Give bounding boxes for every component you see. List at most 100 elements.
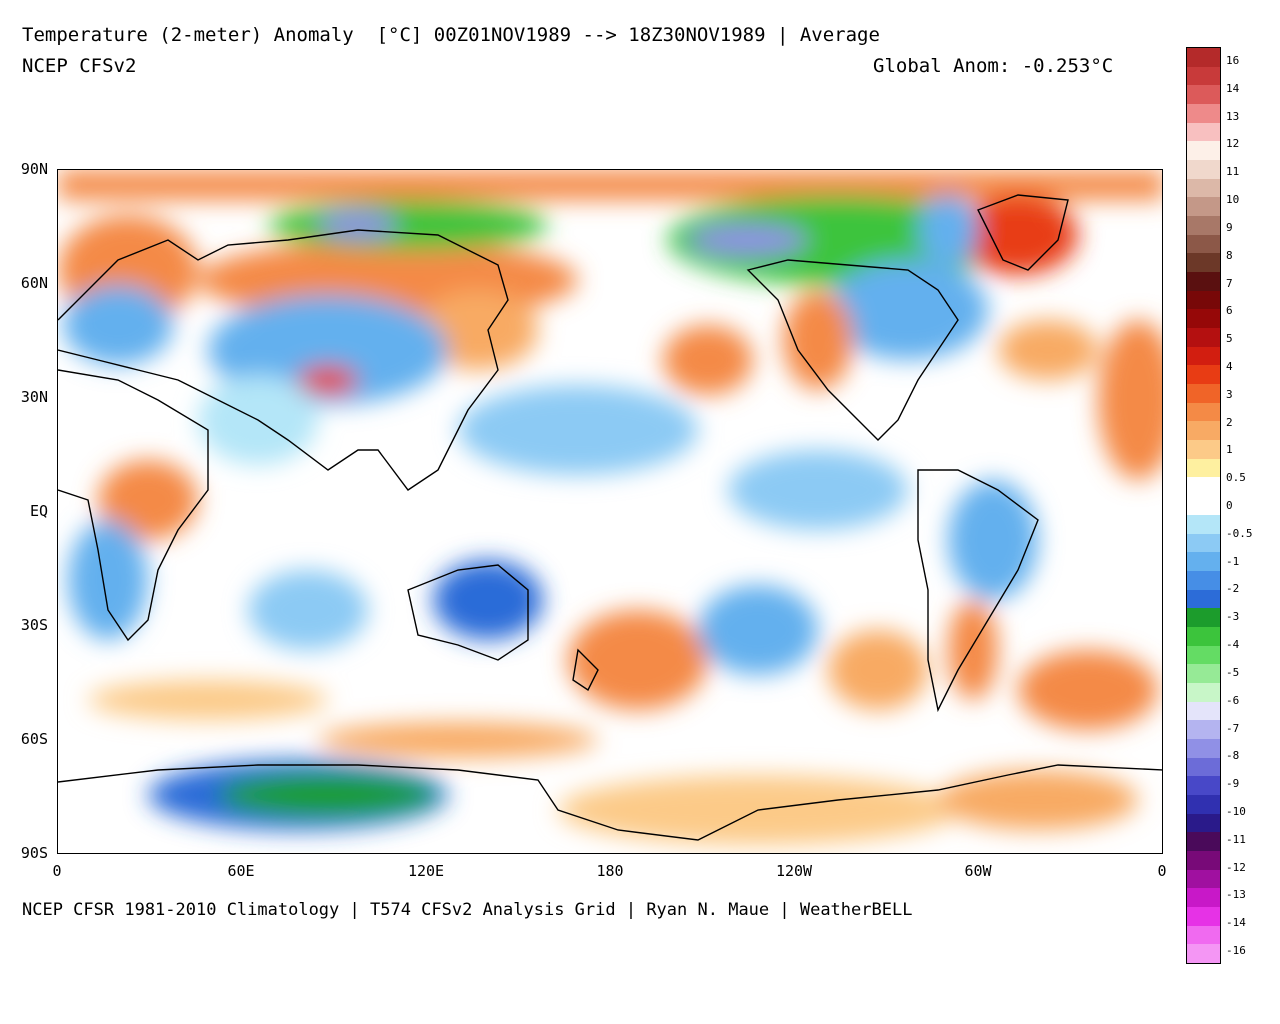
colorbar-band [1187, 402, 1220, 422]
south-pacific-cool-anomaly [698, 585, 818, 675]
colorbar-label: 7 [1226, 276, 1233, 290]
colorbar-band [1187, 720, 1220, 740]
colorbar-label: 5 [1226, 332, 1233, 346]
lon-label-180: 180 [596, 862, 624, 880]
colorbar-label: -11 [1226, 832, 1246, 846]
south-pacific-warm-anomaly [568, 610, 708, 710]
colorbar-band [1187, 440, 1220, 460]
colorbar-label: -12 [1226, 860, 1246, 874]
colorbar-band [1187, 178, 1220, 198]
colorbar-label: -10 [1226, 804, 1246, 818]
colorbar-label: 9 [1226, 220, 1233, 234]
colorbar-band [1187, 234, 1220, 254]
colorbar-label: -4 [1226, 638, 1240, 652]
colorbar-label: 1 [1226, 443, 1233, 457]
colorbar-label: -0.5 [1226, 526, 1253, 540]
colorbar-band [1187, 664, 1220, 684]
lon-label-0: 0 [52, 862, 62, 880]
colorbar-band [1187, 66, 1220, 86]
colorbar-band [1187, 682, 1220, 703]
colorbar-band [1187, 645, 1220, 665]
new-zealand-coastline [572, 648, 599, 692]
colorbar-band [1187, 346, 1220, 366]
colorbar-band [1187, 197, 1220, 217]
lat-label-eq: EQ [29, 502, 48, 520]
colorbar-band [1187, 738, 1220, 759]
colorbar [1186, 47, 1221, 964]
alaska-very-cold-anomaly [688, 224, 808, 256]
colorbar-band [1187, 458, 1220, 478]
colorbar-band [1187, 253, 1220, 273]
southern-ocean-warm-band [88, 680, 328, 720]
colorbar-label: -8 [1226, 749, 1240, 763]
colorbar-band [1187, 925, 1220, 945]
western-us-warm-anomaly [783, 290, 853, 390]
colorbar-band [1187, 608, 1220, 628]
lat-label-90n: 90N [20, 160, 48, 178]
south-atlantic-warm-anomaly [1018, 650, 1158, 730]
siberia-very-cold-anomaly [318, 211, 398, 239]
colorbar-band [1187, 533, 1220, 553]
colorbar-band [1187, 906, 1220, 927]
lat-label-30s: 30S [20, 616, 48, 634]
colorbar-band [1187, 477, 1220, 497]
colorbar-label: 2 [1226, 415, 1233, 429]
colorbar-label: -13 [1226, 888, 1246, 902]
colorbar-label: -2 [1226, 582, 1240, 596]
colorbar-band [1187, 589, 1220, 609]
west-africa-warm-anomaly [1098, 320, 1162, 480]
western-europe-cool-anomaly [63, 285, 173, 365]
model-name: NCEP CFSv2 [22, 55, 137, 77]
colorbar-band [1187, 757, 1220, 777]
colorbar-band [1187, 552, 1220, 572]
colorbar-band [1187, 122, 1220, 142]
colorbar-band [1187, 794, 1220, 815]
southern-africa-cool-anomaly [68, 520, 148, 640]
greenland-warm-anomaly [958, 195, 1078, 275]
colorbar-label: -5 [1226, 665, 1240, 679]
lat-label-60s: 60S [20, 730, 48, 748]
colorbar-label: -1 [1226, 554, 1240, 568]
global-anomaly-value: Global Anom: -0.253°C [873, 55, 1114, 77]
colorbar-band [1187, 104, 1220, 124]
colorbar-band [1187, 85, 1220, 105]
lat-label-30n: 30N [20, 388, 48, 406]
colorbar-label: 0 [1226, 499, 1233, 512]
colorbar-band [1187, 496, 1220, 516]
colorbar-band [1187, 944, 1220, 964]
colorbar-band [1187, 48, 1220, 68]
colorbar-label: 8 [1226, 248, 1233, 262]
lon-label-120w: 120W [775, 862, 813, 880]
anomaly-map [57, 169, 1163, 854]
coastlines [58, 194, 1162, 841]
colorbar-band [1187, 309, 1220, 329]
north-america-coastline [746, 259, 959, 441]
australia-cool-anomaly [433, 560, 543, 640]
anomaly-map-canvas [58, 170, 1162, 853]
lon-label-60w: 60W [964, 862, 992, 880]
anomaly-field [58, 170, 1162, 845]
baffin-cool-anomaly [918, 195, 978, 265]
colorbar-label: 10 [1226, 193, 1240, 207]
australia-coastline [407, 564, 529, 661]
eurasia-coastline [58, 229, 509, 491]
colorbar-label: 0.5 [1226, 471, 1246, 485]
colorbar-label: 3 [1226, 387, 1233, 401]
colorbar-label: 13 [1226, 109, 1240, 123]
colorbar-label: -16 [1226, 944, 1246, 957]
arctic-warm-band [58, 170, 1162, 200]
colorbar-label: -6 [1226, 693, 1240, 707]
colorbar-band [1187, 384, 1220, 404]
north-pacific-warm-anomaly [663, 325, 753, 395]
greenland-coastline [977, 194, 1069, 271]
north-pacific-cool-anomaly [458, 385, 698, 475]
colorbar-label: -7 [1226, 721, 1240, 735]
antarctic-coast-warm-band [318, 722, 598, 758]
south-america-coastline [917, 469, 1039, 713]
africa-warm-anomaly [98, 460, 198, 540]
lon-label-60e: 60E [227, 862, 255, 880]
siberia-cold-anomaly [268, 200, 548, 250]
tropical-pacific-cool-anomaly [728, 450, 908, 530]
colorbar-band [1187, 776, 1220, 796]
map-title: Temperature (2-meter) Anomaly [°C] 00Z01… [22, 24, 880, 46]
